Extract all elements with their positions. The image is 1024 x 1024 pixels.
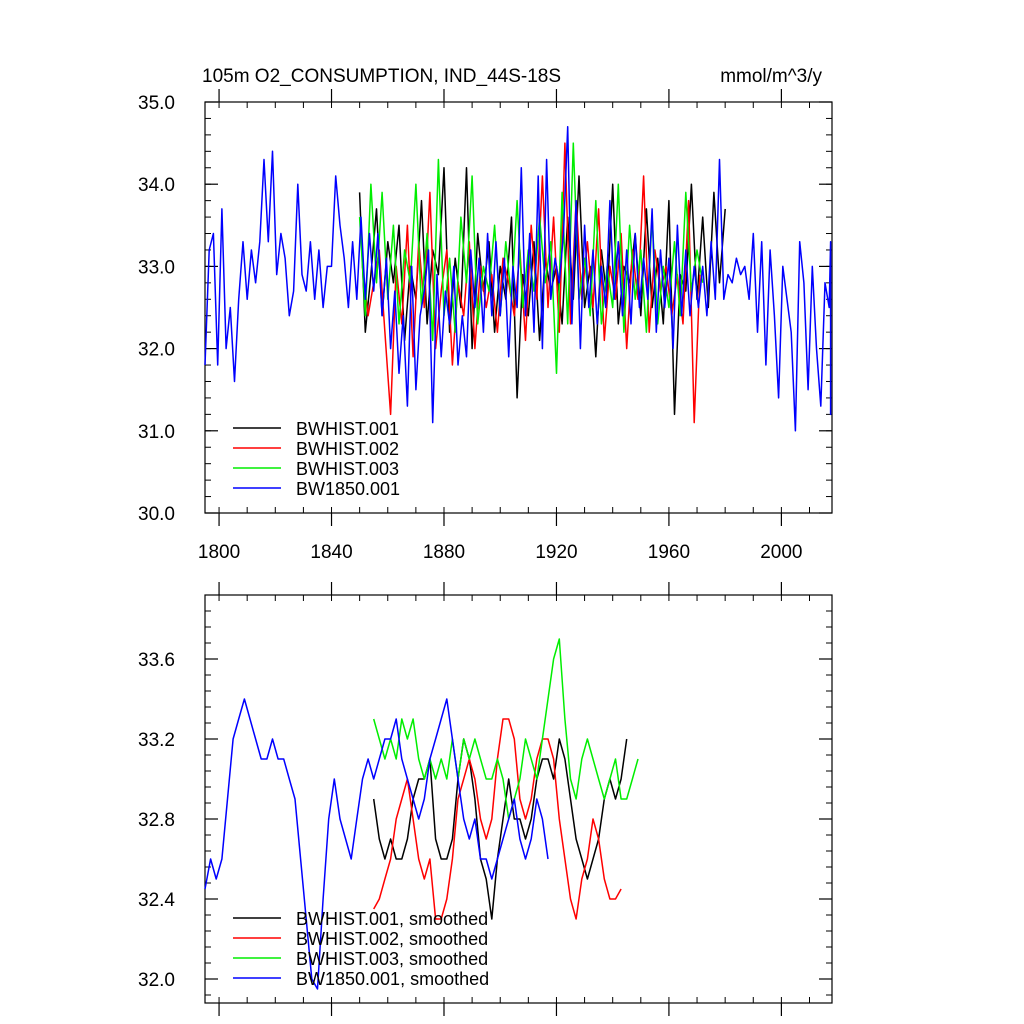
legend-label: BWHIST.002	[296, 439, 399, 459]
legend-label: BWHIST.001	[296, 419, 399, 439]
y-tick-label: 32.8	[138, 810, 175, 831]
top-panel: 105m O2_CONSUMPTION, IND_44S-18S mmol/m^…	[138, 66, 832, 563]
series-line	[374, 739, 627, 919]
x-tick-label: 2000	[760, 542, 802, 563]
y-tick-label: 33.0	[138, 257, 175, 278]
y-tick-label: 33.2	[138, 730, 175, 751]
figure: 105m O2_CONSUMPTION, IND_44S-18S mmol/m^…	[0, 0, 1024, 1024]
legend-label: BW1850.001, smoothed	[296, 969, 489, 989]
series-line	[374, 639, 638, 819]
x-tick-label: 1960	[648, 542, 690, 563]
y-tick-label: 30.0	[138, 504, 175, 525]
y-tick-label: 34.0	[138, 175, 175, 196]
units-label: mmol/m^3/y	[720, 66, 822, 87]
x-tick-label: 1800	[198, 542, 240, 563]
x-tick-label: 1920	[535, 542, 577, 563]
y-tick-label: 33.6	[138, 650, 175, 671]
legend-label: BWHIST.001, smoothed	[296, 909, 488, 929]
y-tick-label: 31.0	[138, 422, 175, 443]
legend-label: BW1850.001	[296, 479, 400, 499]
legend-label: BWHIST.003, smoothed	[296, 949, 488, 969]
y-tick-label: 32.0	[138, 970, 175, 991]
y-tick-label: 35.0	[138, 93, 175, 114]
legend-label: BWHIST.002, smoothed	[296, 929, 488, 949]
x-tick-label: 1880	[423, 542, 465, 563]
chart-title: 105m O2_CONSUMPTION, IND_44S-18S	[202, 66, 561, 87]
bottom-panel: 32.0 32.4 32.8 33.2 33.6 BWHIST.001, smoothed…	[138, 582, 832, 1016]
x-tick-label: 1840	[310, 542, 352, 563]
legend-label: BWHIST.003	[296, 459, 399, 479]
y-tick-label: 32.4	[138, 890, 175, 911]
y-tick-label: 32.0	[138, 340, 175, 361]
